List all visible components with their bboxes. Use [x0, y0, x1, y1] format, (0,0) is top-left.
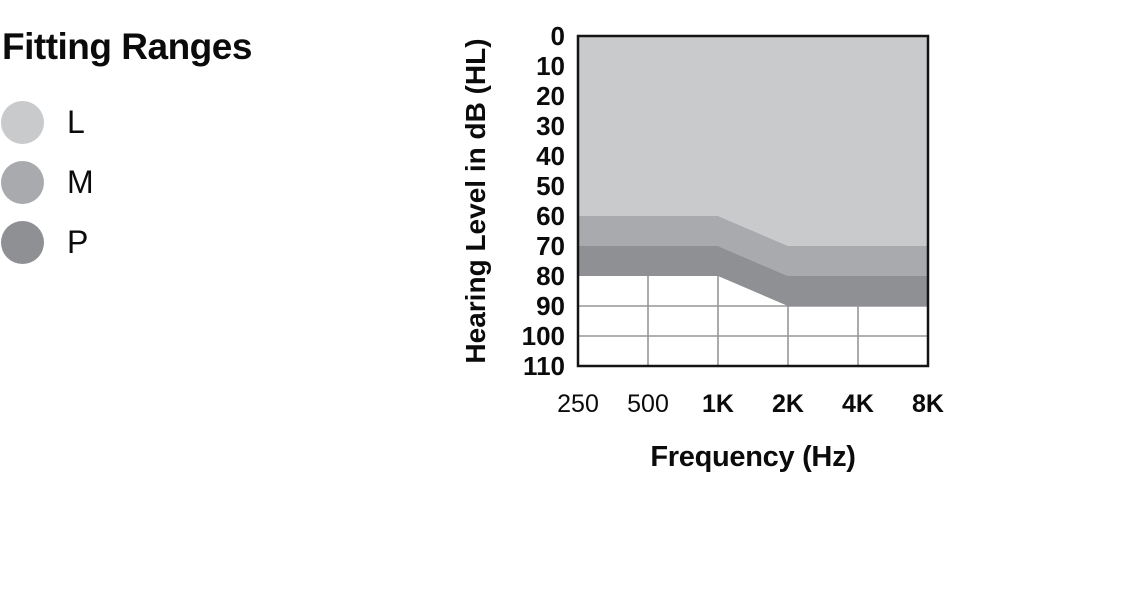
x-tick-4K: 4K: [842, 390, 874, 418]
fitting-region-l: [578, 36, 928, 246]
y-tick-20: 20: [536, 81, 565, 111]
legend-swatch-p-icon: [1, 221, 44, 264]
y-tick-90: 90: [536, 291, 565, 321]
fitting-region-m: [578, 216, 928, 276]
x-tick-2K: 2K: [772, 390, 804, 418]
y-tick-70: 70: [536, 231, 565, 261]
plot-border: [576, 34, 930, 368]
legend-item-l: L: [1, 101, 94, 144]
plot-area: [576, 34, 930, 368]
legend-swatch-m-icon: [1, 161, 44, 204]
x-tick-500: 500: [627, 390, 669, 418]
y-tick-0: 0: [550, 21, 565, 51]
y-tick-80: 80: [536, 261, 565, 291]
y-tick-40: 40: [536, 141, 565, 171]
page-title: Fitting Ranges: [2, 26, 252, 67]
legend-swatch-l-icon: [1, 101, 44, 144]
y-tick-50: 50: [536, 171, 565, 201]
x-tick-8K: 8K: [912, 390, 944, 418]
y-tick-30: 30: [536, 111, 565, 141]
x-axis-title: Frequency (Hz): [650, 441, 856, 473]
legend-label-m: M: [67, 164, 94, 200]
legend-item-m: M: [1, 161, 94, 204]
x-tick-250: 250: [557, 390, 599, 418]
y-tick-60: 60: [536, 201, 565, 231]
y-tick-110: 110: [523, 351, 565, 381]
y-tick-100: 100: [521, 321, 565, 351]
y-tick-10: 10: [536, 51, 565, 81]
legend-item-p: P: [1, 221, 94, 264]
fitting-region-p: [578, 246, 928, 306]
legend: L M P: [1, 101, 94, 264]
legend-label-l: L: [67, 104, 85, 140]
legend-label-p: P: [67, 224, 89, 260]
x-tick-1K: 1K: [702, 390, 734, 418]
